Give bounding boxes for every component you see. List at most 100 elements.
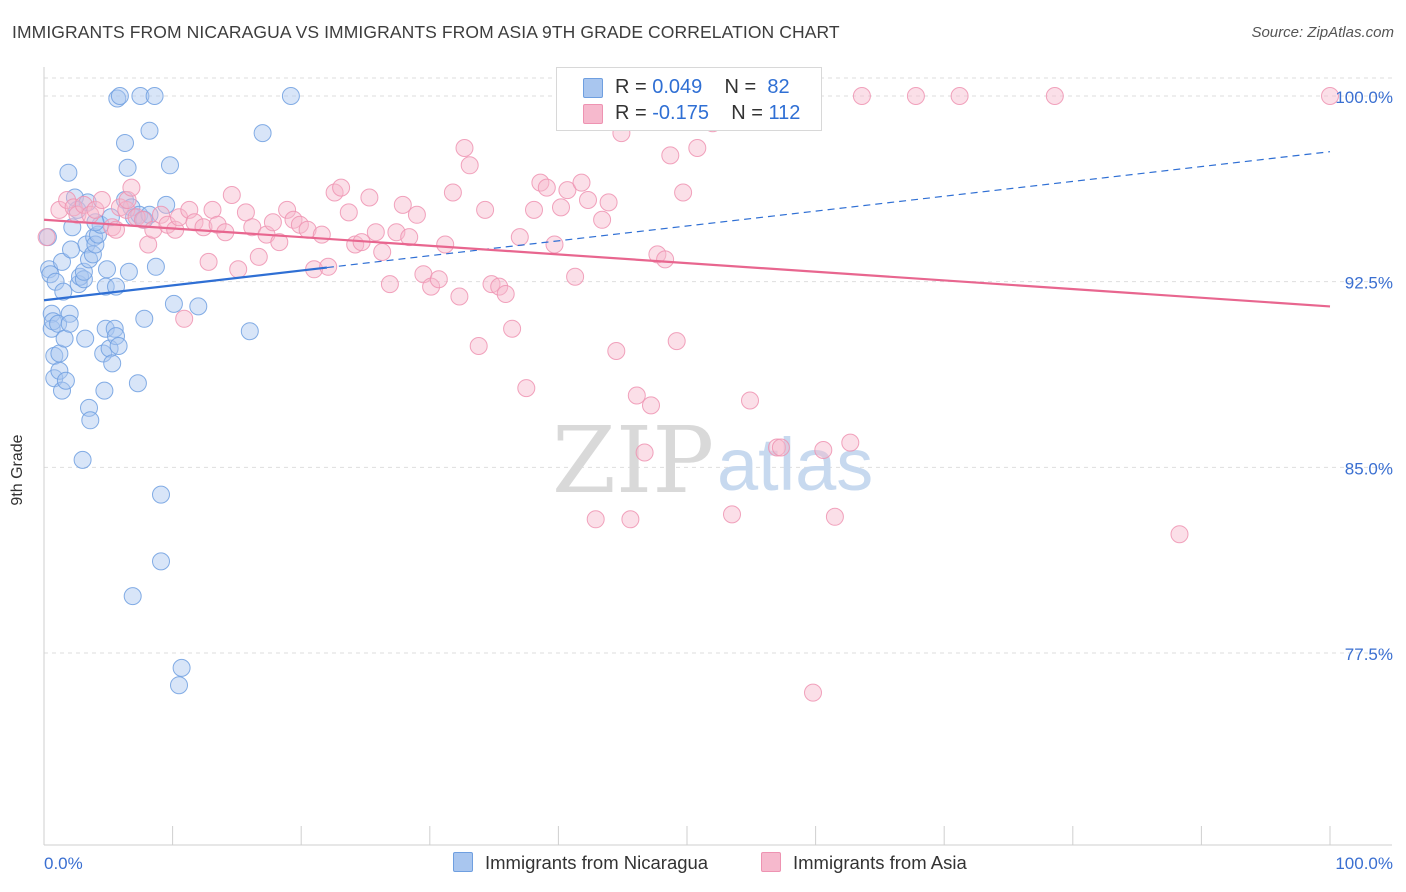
y-tick-label: 77.5% [1345,645,1393,664]
trend-line-asia [43,218,1331,308]
legend-text-asia: R = -0.175 N = 112 [615,102,800,125]
legend-n-label: N = [731,102,763,124]
asia-point [656,250,675,269]
asia-point [496,285,515,303]
nicaragua-point [105,319,124,338]
nicaragua-point [152,552,170,571]
nicaragua-point [110,87,129,105]
nicaragua-point [53,252,71,271]
asia-point [332,178,351,197]
nicaragua-point [116,134,134,152]
nicaragua-point [95,381,114,400]
asia-point [152,205,170,224]
series-label-asia: Immigrants from Asia [793,852,967,873]
asia-point [208,215,227,234]
asia-point [400,228,419,247]
asia-point [537,178,556,197]
asia-point [74,195,93,214]
asia-point [579,191,597,209]
nicaragua-point [53,381,71,400]
x-tick-label: 100.0% [1335,854,1393,873]
asia-point [249,247,268,266]
series-label-nicaragua: Immigrants from Nicaragua [485,852,709,873]
asia-point [852,87,871,105]
nicaragua-point [140,121,159,140]
asia-point [723,505,741,524]
asia-point [229,260,248,279]
nicaragua-point [119,262,138,281]
y-tick-label: 92.5% [1345,274,1393,293]
asia-point [667,332,686,351]
tick-labels: 77.5% 85.0% 92.5% 100.0% 0.0% 100.0% [44,88,1393,873]
asia-point [319,257,338,276]
nicaragua-point [98,260,116,279]
asia-point [621,510,640,529]
asia-point [144,220,163,239]
asia-point [373,243,392,261]
nicaragua-point [146,257,165,276]
nicaragua-point [62,240,80,259]
nicaragua-point [240,322,259,341]
legend-n-label: N = [724,76,757,98]
asia-point [422,277,441,296]
nicaragua-point [46,272,65,291]
nicaragua-point [60,314,79,333]
asia-point [510,228,529,247]
asia-point [270,233,289,252]
asia-point [642,396,660,415]
legend-n-value: 82 [767,76,790,98]
nicaragua-point [74,270,93,289]
nicaragua-point [56,371,75,390]
nicaragua-point [54,282,73,301]
chart-title: IMMIGRANTS FROM NICARAGUA VS IMMIGRANTS … [12,22,840,42]
asia-point [741,391,759,410]
watermark-atlas: atlas [717,423,873,506]
asia-point [768,438,786,457]
asia-point [278,200,297,219]
asia-point [558,181,577,200]
asia-point [312,225,331,244]
y-tick-label: 100.0% [1335,88,1393,107]
trend-line-nicaragua-dashed [326,151,1331,269]
asia-point [436,235,455,254]
asia-point [841,433,860,452]
asia-point [545,235,564,254]
trend-lines [43,151,1331,308]
nicaragua-point [253,124,272,143]
legend-n-value: 112 [768,102,801,124]
asia-point [1170,525,1189,544]
nicaragua-point [103,354,122,373]
asia-point [469,337,488,355]
nicaragua-point [170,676,188,695]
asia-point [175,309,194,328]
asia-point [525,200,543,219]
nicaragua-point [73,450,92,469]
asia-point [635,443,654,462]
asia-point [58,191,77,209]
legend-r-label: R = [615,76,647,98]
series-swatch-nicaragua [453,852,473,872]
asia-point [117,200,136,219]
asia-point [950,87,969,105]
nicaragua-point [108,89,127,108]
asia-point [37,228,56,247]
asia-point [476,200,495,219]
asia-point [429,270,448,289]
asia-point [339,203,358,222]
asia-point [593,210,612,229]
asia-point [599,193,618,212]
stats-legend: R = 0.049 N = 82 R = -0.175 N = 112 [556,67,822,131]
nicaragua-point [59,163,78,182]
legend-r-value: 0.049 [652,76,703,98]
nicaragua-point [135,309,154,328]
asia-point [450,287,469,306]
source-credit: Source: ZipAtlas.com [1251,24,1394,41]
asia-point [360,188,379,207]
nicaragua-point [152,485,170,504]
x-tick-label: 0.0% [44,854,83,873]
legend-text-nicaragua: R = 0.049 N = 82 [615,76,790,99]
asia-point [804,683,822,702]
asia-point [1321,87,1339,105]
asia-point [627,386,646,405]
